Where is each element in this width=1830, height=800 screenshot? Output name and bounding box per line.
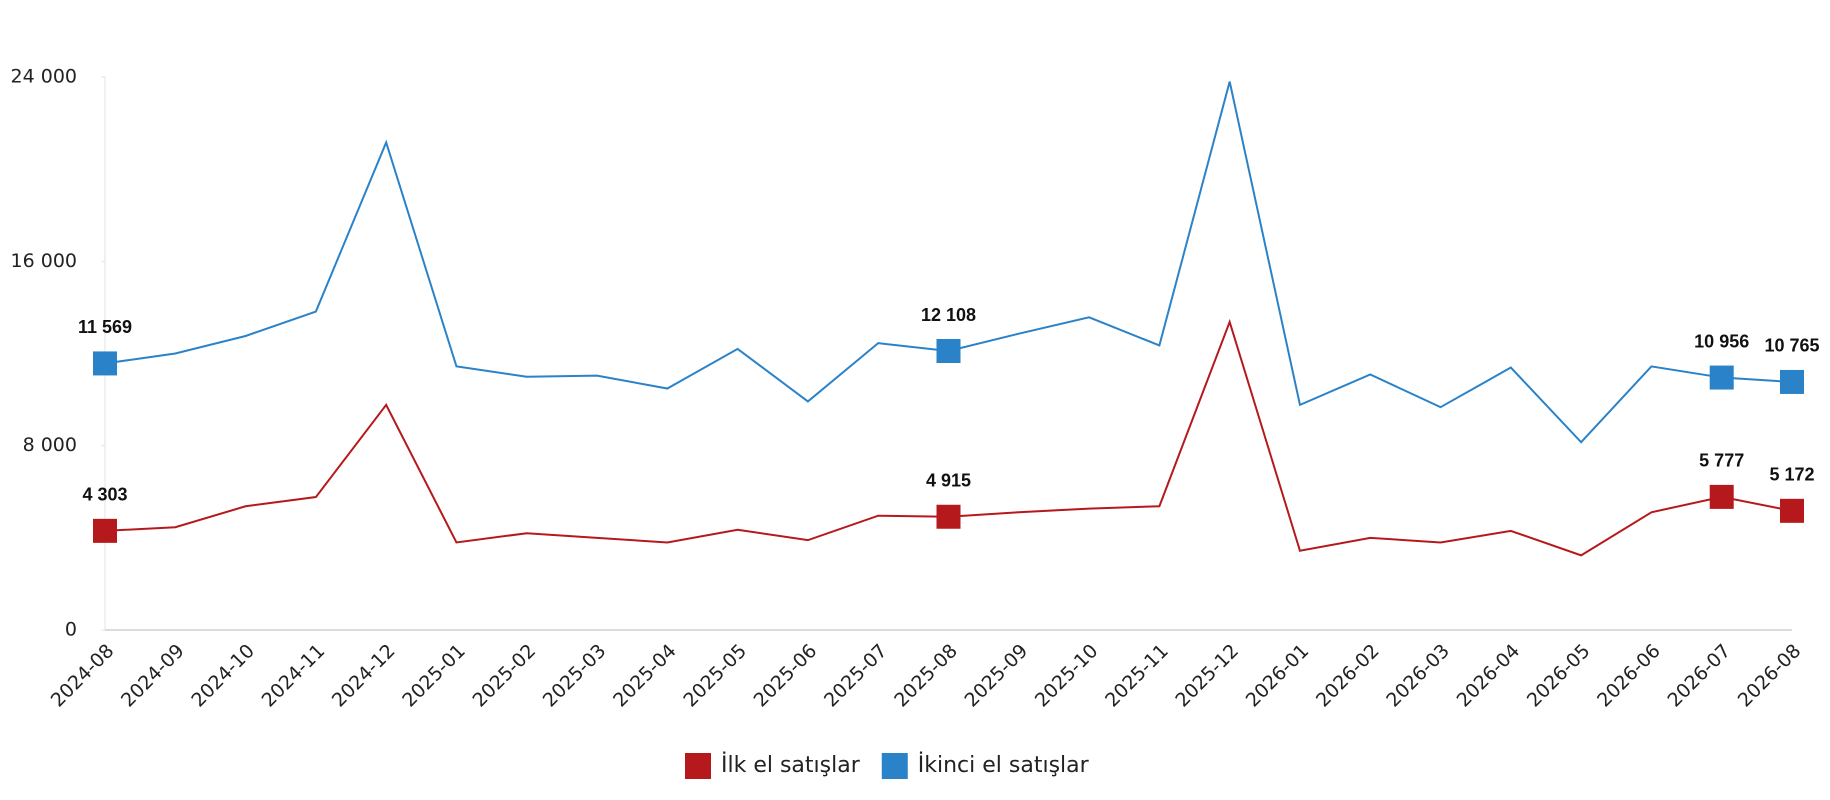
data-label: 10 765 — [1764, 336, 1819, 356]
legend-label: İkinci el satışlar — [918, 752, 1090, 778]
data-label: 4 303 — [82, 485, 127, 505]
x-tick-label: 2025-09 — [961, 640, 1033, 712]
x-tick-label: 2026-01 — [1242, 640, 1314, 712]
x-tick-label: 2026-06 — [1593, 640, 1665, 712]
data-point — [1709, 365, 1734, 390]
data-point — [1780, 369, 1804, 394]
y-tick-label: 16 000 — [11, 250, 77, 272]
x-tick-label: 2024-08 — [47, 640, 119, 712]
x-tick-label: 2026-02 — [1312, 640, 1384, 712]
x-tick-label: 2024-10 — [187, 640, 259, 712]
x-tick-label: 2024-12 — [328, 640, 400, 712]
series-line — [104, 81, 1793, 444]
x-tick-label: 2025-05 — [679, 640, 751, 712]
data-label: 5 172 — [1769, 465, 1814, 485]
x-tick-label: 2024-09 — [117, 640, 189, 712]
data-label: 12 108 — [921, 305, 976, 325]
x-tick-label: 2025-08 — [890, 640, 962, 712]
legend-swatch — [685, 753, 711, 779]
x-tick-label: 2025-12 — [1171, 640, 1243, 712]
data-label: 11 569 — [78, 317, 132, 337]
x-tick-label: 2025-04 — [609, 640, 681, 712]
data-point — [936, 504, 961, 529]
y-tick-label: 0 — [65, 619, 77, 641]
x-tick-label: 2025-01 — [398, 640, 470, 712]
x-tick-label: 2024-11 — [258, 640, 330, 712]
x-tick-label: 2025-03 — [539, 640, 611, 712]
x-tick-label: 2026-07 — [1663, 640, 1735, 712]
x-tick-label: 2025-11 — [1101, 640, 1173, 712]
x-tick-label: 2025-02 — [468, 640, 540, 712]
x-tick-label: 2025-06 — [750, 640, 822, 712]
data-label: 5 777 — [1699, 451, 1744, 471]
data-point — [93, 518, 117, 543]
legend-swatch — [881, 753, 908, 779]
data-label: 10 956 — [1694, 331, 1749, 351]
x-tick-label: 2026-04 — [1453, 640, 1525, 712]
x-tick-label: 2026-05 — [1523, 640, 1595, 712]
data-point — [1780, 498, 1804, 523]
x-tick-label: 2026-03 — [1382, 640, 1454, 712]
y-tick-label: 24 000 — [11, 66, 77, 88]
legend-label: İlk el satışlar — [721, 752, 861, 778]
x-tick-label: 2025-10 — [1031, 640, 1103, 712]
data-point — [93, 351, 117, 376]
data-point — [936, 339, 961, 364]
data-point — [1709, 484, 1734, 509]
data-label: 4 915 — [926, 471, 971, 491]
x-tick-label: 2025-07 — [820, 640, 892, 712]
y-tick-label: 8 000 — [23, 434, 77, 456]
x-tick-label: 2026-08 — [1734, 640, 1806, 712]
